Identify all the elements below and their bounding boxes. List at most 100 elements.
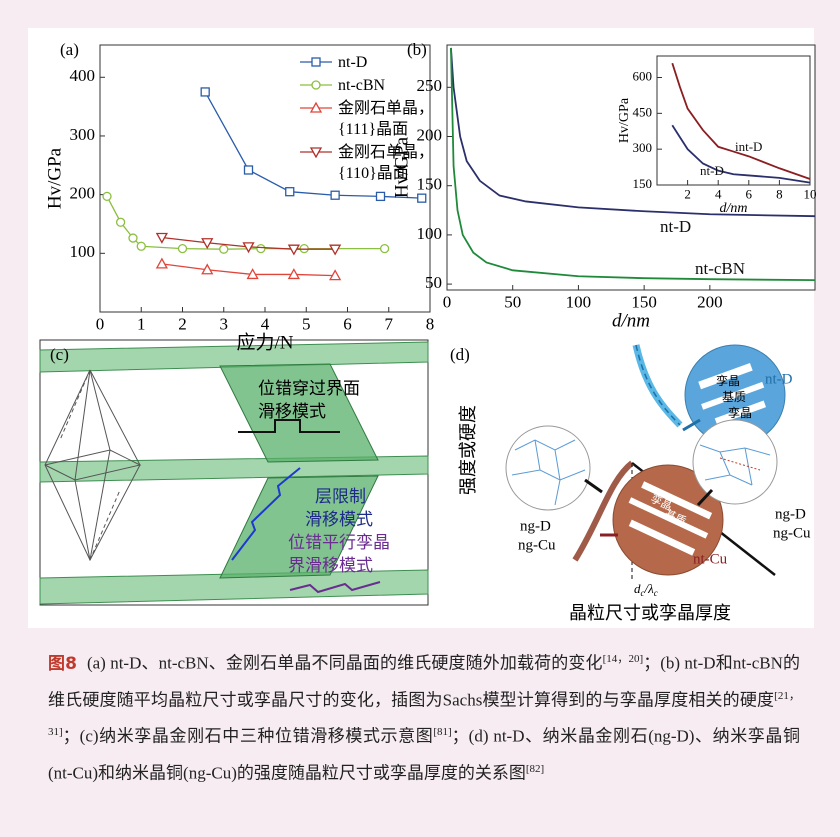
x-axis-title: d/nm xyxy=(612,310,650,331)
x-tick-label: 6 xyxy=(343,315,352,334)
panel-label: (d) xyxy=(450,345,470,364)
series-label: int-D xyxy=(735,139,762,154)
label: ng-Cu xyxy=(773,525,811,541)
x-tick-label: 50 xyxy=(504,293,521,312)
label: 孪晶 xyxy=(716,373,740,388)
marker xyxy=(201,88,209,96)
x-tick-label: 2 xyxy=(178,315,187,334)
ref: [81] xyxy=(433,726,451,738)
legend-icon xyxy=(298,102,334,114)
mode-label: 滑移模式 xyxy=(305,510,373,529)
label: nt-D xyxy=(765,371,793,387)
part: /λ xyxy=(644,581,655,596)
ref: [14，20] xyxy=(603,653,644,665)
x-tick-label: 8 xyxy=(426,315,435,334)
panel-label: (c) xyxy=(50,345,69,364)
x-tick-label: 0 xyxy=(96,315,105,334)
x-tick-label: 5 xyxy=(302,315,311,334)
legend-label: 金刚石单晶，{110}晶面 xyxy=(338,142,434,184)
marker xyxy=(245,166,253,174)
part: c xyxy=(654,588,658,598)
page: (c) 位错穿过界面 滑移模式 层限制 滑移模式 位错平行孪晶 界滑移模式 (d… xyxy=(0,0,840,837)
series-label: nt-D xyxy=(660,217,691,236)
x-tick-label: 2 xyxy=(684,186,691,201)
x-axis-title: 应力/N xyxy=(236,331,293,353)
legend-icon xyxy=(298,56,334,68)
y-tick-label: 200 xyxy=(70,184,96,203)
y-axis-title: Hv/GPa xyxy=(44,147,65,209)
x-tick-label: 3 xyxy=(220,315,229,334)
legend-icon xyxy=(298,146,334,158)
marker xyxy=(286,188,294,196)
legend-label: nt-D xyxy=(338,52,434,73)
x-tick-label: 100 xyxy=(566,293,592,312)
y-tick-label: 50 xyxy=(425,273,442,292)
x-tick-label: 4 xyxy=(715,186,722,201)
plot-area xyxy=(657,56,810,185)
axis-title: 强度或硬度 xyxy=(458,405,478,495)
label: ng-D xyxy=(520,518,551,534)
marker xyxy=(312,58,320,66)
x-tick-label: 8 xyxy=(776,186,783,201)
panel-d: (d) nt-D 孪晶 基质 孪晶 孪晶 基质 ng-D ng-Cu ng-D … xyxy=(440,340,812,623)
y-tick-label: 100 xyxy=(70,242,96,261)
x-tick-label: 7 xyxy=(385,315,394,334)
marker xyxy=(179,245,187,253)
marker xyxy=(312,81,320,89)
marker xyxy=(377,192,385,200)
marker xyxy=(331,191,339,199)
legend-icon xyxy=(298,79,334,91)
x-tick-label: 150 xyxy=(631,293,657,312)
x-tick-label: 6 xyxy=(746,186,753,201)
legend-entry: 金刚石单晶，{111}晶面 xyxy=(298,98,434,140)
y-tick-label: 400 xyxy=(70,66,96,85)
mode-label: 位错穿过界面 xyxy=(258,379,360,398)
series-label: nt-cBN xyxy=(695,259,745,278)
marker xyxy=(129,234,137,242)
legend-label: 金刚石单晶，{111}晶面 xyxy=(338,98,434,140)
grain xyxy=(693,420,777,504)
y-tick-label: 300 xyxy=(70,125,96,144)
y-tick-label: 450 xyxy=(633,104,653,119)
label: nt-Cu xyxy=(693,551,728,567)
y-tick-label: 300 xyxy=(633,140,653,155)
marker xyxy=(103,192,111,200)
y-tick-label: 100 xyxy=(417,224,443,243)
x-tick-label: 4 xyxy=(261,315,270,334)
y-tick-label: 600 xyxy=(633,68,653,83)
marker xyxy=(117,218,125,226)
label: 孪晶 xyxy=(728,405,752,420)
caption-text: (a) nt-D、nt-cBN、金刚石单晶不同晶面的维氏硬度随外加载荷的变化 xyxy=(87,654,603,673)
panel-c: (c) 位错穿过界面 滑移模式 层限制 滑移模式 位错平行孪晶 界滑移模式 xyxy=(40,340,428,605)
axis-title: 晶粒尺寸或孪晶厚度 xyxy=(569,603,731,623)
legend-entry: 金刚石单晶，{110}晶面 xyxy=(298,142,434,184)
label: ng-Cu xyxy=(518,537,556,553)
y-tick-label: 150 xyxy=(633,176,653,191)
caption-label: 图8 xyxy=(48,654,77,674)
marker xyxy=(418,194,426,202)
mode-label: 界滑移模式 xyxy=(288,556,373,575)
mode-label: 滑移模式 xyxy=(258,402,326,421)
ref: [82] xyxy=(526,763,544,775)
mode-label: 位错平行孪晶 xyxy=(288,533,390,552)
x-tick-label: 200 xyxy=(697,293,723,312)
x-axis-title: d/nm xyxy=(720,201,748,216)
marker xyxy=(137,242,145,250)
x-tick-label: 10 xyxy=(804,186,817,201)
legend-label: nt-cBN xyxy=(338,75,434,96)
caption-text: ；(c)纳米孪晶金刚石中三种位错滑移模式示意图 xyxy=(63,727,434,746)
grain xyxy=(506,426,590,510)
x-tick-label: 1 xyxy=(137,315,146,334)
panel-label: (a) xyxy=(60,40,79,59)
series-label: nt-D xyxy=(700,163,724,178)
label: ng-D xyxy=(775,506,806,522)
label: 基质 xyxy=(722,390,746,404)
marker xyxy=(220,245,228,253)
y-axis-title: Hv/GPa xyxy=(617,97,632,143)
x-tick-label: 0 xyxy=(443,293,452,312)
marker xyxy=(257,245,265,253)
mode-label: 层限制 xyxy=(315,487,366,506)
caption: 图8 (a) nt-D、nt-cBN、金刚石单晶不同晶面的维氏硬度随外加载荷的变化… xyxy=(48,643,800,790)
legend-entry: nt-cBN xyxy=(298,75,434,96)
